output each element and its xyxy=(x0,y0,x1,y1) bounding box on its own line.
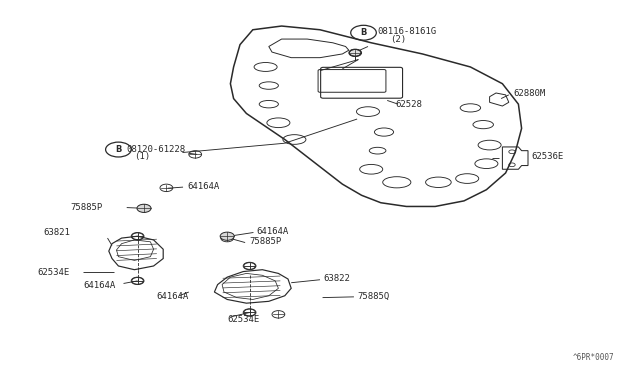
Text: 64164A: 64164A xyxy=(187,182,219,191)
Text: 64164A: 64164A xyxy=(83,281,115,290)
Text: 62534E: 62534E xyxy=(227,315,259,324)
Text: 08116-8161G: 08116-8161G xyxy=(378,27,436,36)
Text: B: B xyxy=(360,28,367,37)
Text: 75885P: 75885P xyxy=(70,203,102,212)
Text: 08120-61228: 08120-61228 xyxy=(127,145,186,154)
Text: 62534E: 62534E xyxy=(37,268,69,277)
Text: B: B xyxy=(115,145,122,154)
Text: 64164A: 64164A xyxy=(256,227,288,236)
Circle shape xyxy=(349,49,361,56)
Text: 62536E: 62536E xyxy=(532,153,564,161)
Text: (1): (1) xyxy=(134,153,150,161)
Text: 64164A: 64164A xyxy=(157,292,189,301)
Text: 75885Q: 75885Q xyxy=(357,292,389,301)
Text: (2): (2) xyxy=(390,35,406,44)
Text: 63821: 63821 xyxy=(44,228,70,237)
Text: 62528: 62528 xyxy=(396,100,422,109)
Circle shape xyxy=(137,204,151,212)
Text: ^6PR*0007: ^6PR*0007 xyxy=(573,353,614,362)
Circle shape xyxy=(220,232,234,240)
Text: 62880M: 62880M xyxy=(513,89,545,98)
Text: 75885P: 75885P xyxy=(250,237,282,246)
Text: 63822: 63822 xyxy=(323,274,350,283)
